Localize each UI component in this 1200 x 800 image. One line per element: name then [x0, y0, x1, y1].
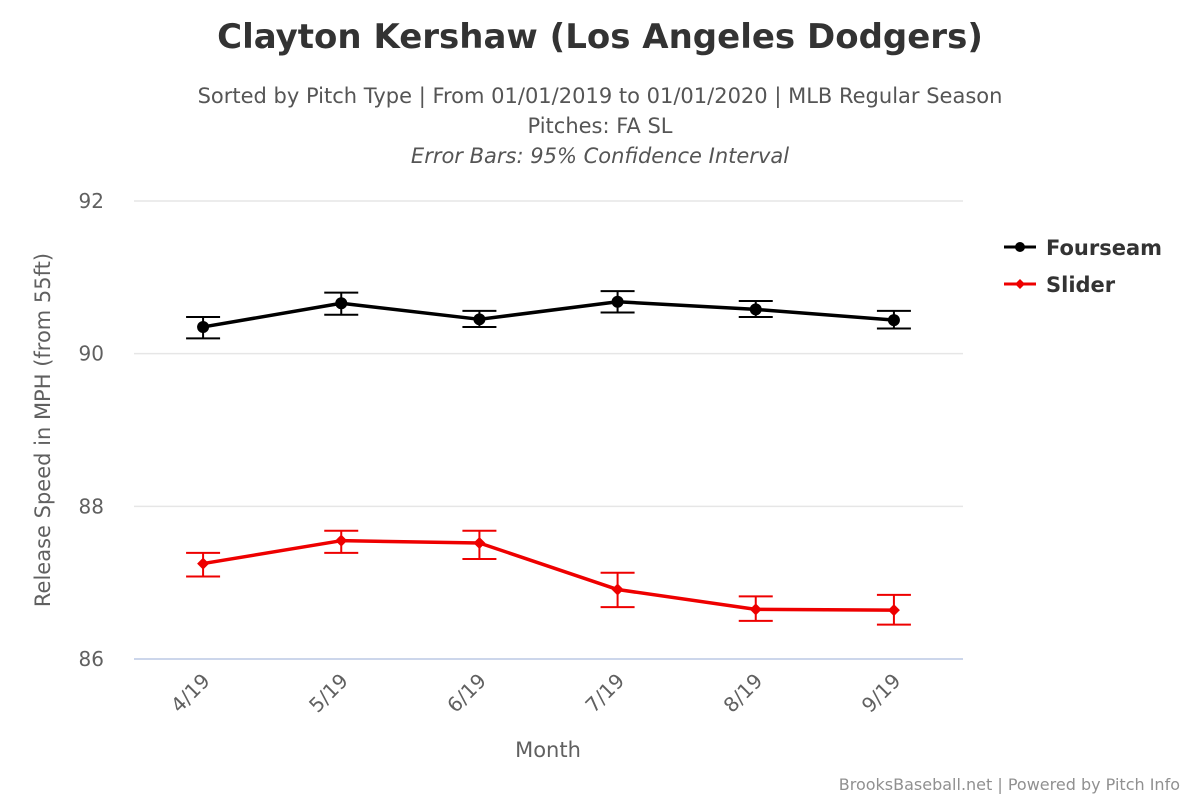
- error-bars-slider: [186, 529, 911, 626]
- data-point-slider[interactable]: [197, 557, 210, 570]
- chart-title: Clayton Kershaw (Los Angeles Dodgers): [217, 17, 983, 57]
- data-point-slider[interactable]: [749, 603, 762, 616]
- data-point-fourseam[interactable]: [473, 313, 486, 326]
- y-axis-ticks: 86 88 90 92: [79, 189, 104, 671]
- data-point-fourseam[interactable]: [197, 320, 210, 333]
- series-slider: [186, 529, 911, 626]
- data-point-fourseam[interactable]: [749, 303, 762, 316]
- data-point-slider[interactable]: [335, 534, 348, 547]
- y-tick-label: 92: [79, 189, 104, 213]
- x-axis-title: Month: [515, 738, 581, 762]
- legend-label-fourseam: Fourseam: [1046, 236, 1162, 260]
- x-tick-label: 4/19: [166, 669, 215, 718]
- series-line-slider: [201, 538, 896, 612]
- legend-item-fourseam[interactable]: Fourseam: [1004, 236, 1162, 260]
- y-tick-label: 86: [79, 647, 104, 671]
- chart-subtitle-line-2: Pitches: FA SL: [528, 114, 673, 138]
- x-axis-ticks: 4/19 5/19 6/19 7/19 8/19 9/19: [166, 669, 906, 718]
- x-tick-label: 9/19: [857, 669, 906, 718]
- legend-item-slider[interactable]: Slider: [1004, 273, 1116, 297]
- series-layer: [186, 290, 911, 626]
- data-point-fourseam[interactable]: [887, 314, 900, 327]
- x-tick-label: 7/19: [580, 669, 629, 718]
- data-point-fourseam[interactable]: [335, 297, 348, 310]
- x-tick-label: 5/19: [304, 669, 353, 718]
- series-fourseam: [186, 290, 911, 340]
- data-point-slider[interactable]: [887, 604, 900, 617]
- legend: Fourseam Slider: [1004, 236, 1162, 297]
- legend-marker-slider: [1015, 279, 1025, 289]
- credits-link[interactable]: BrooksBaseball.net | Powered by Pitch In…: [839, 775, 1180, 794]
- legend-label-slider: Slider: [1046, 273, 1116, 297]
- legend-marker-fourseam: [1015, 242, 1025, 252]
- data-point-fourseam[interactable]: [611, 295, 624, 308]
- x-tick-label: 8/19: [719, 669, 768, 718]
- chart-subtitle-line-3: Error Bars: 95% Confidence Interval: [411, 144, 789, 168]
- data-point-slider[interactable]: [473, 536, 486, 549]
- y-tick-label: 90: [79, 342, 104, 366]
- data-point-slider[interactable]: [611, 583, 624, 596]
- gridlines: [134, 200, 963, 660]
- x-tick-label: 6/19: [442, 669, 491, 718]
- y-axis-title: Release Speed in MPH (from 55ft): [31, 253, 55, 607]
- y-tick-label: 88: [79, 494, 104, 518]
- series-line-fourseam: [201, 300, 896, 329]
- chart-subtitle-line-1: Sorted by Pitch Type | From 01/01/2019 t…: [198, 84, 1003, 109]
